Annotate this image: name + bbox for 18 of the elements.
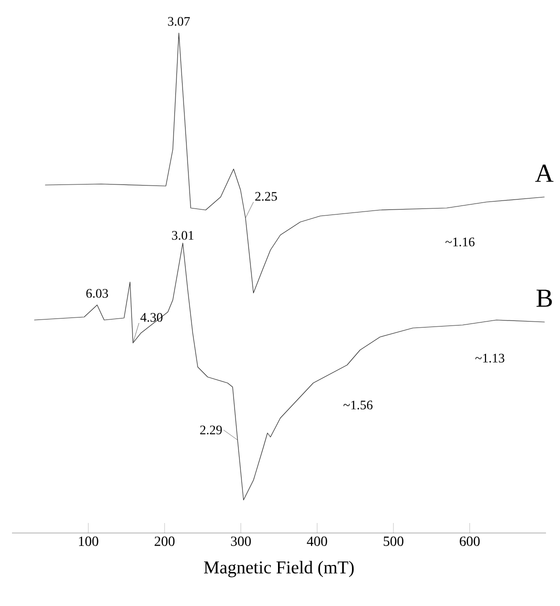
x-axis-title: Magnetic Field (mT) [204, 560, 354, 578]
annotation: ~1.13 [475, 354, 504, 363]
annotation: 3.01 [172, 230, 194, 240]
x-tick-label: 500 [384, 536, 404, 546]
annotation: 4.30 [140, 312, 162, 322]
x-tick-label: 600 [460, 536, 480, 546]
series-label: A [535, 164, 554, 182]
x-tick-label: 400 [306, 536, 328, 546]
annotation: 3.07 [168, 16, 190, 26]
annotation: 2.29 [200, 426, 222, 434]
series-label: B [536, 290, 552, 307]
x-tick-label: 300 [231, 536, 251, 546]
annotation: 2.25 [255, 192, 277, 201]
annotation: 6.03 [86, 288, 108, 298]
x-tick-label: 200 [154, 536, 175, 546]
x-tick-label: 100 [79, 536, 98, 546]
annotation: ~1.16 [445, 238, 475, 246]
annotation: ~1.56 [343, 400, 373, 410]
